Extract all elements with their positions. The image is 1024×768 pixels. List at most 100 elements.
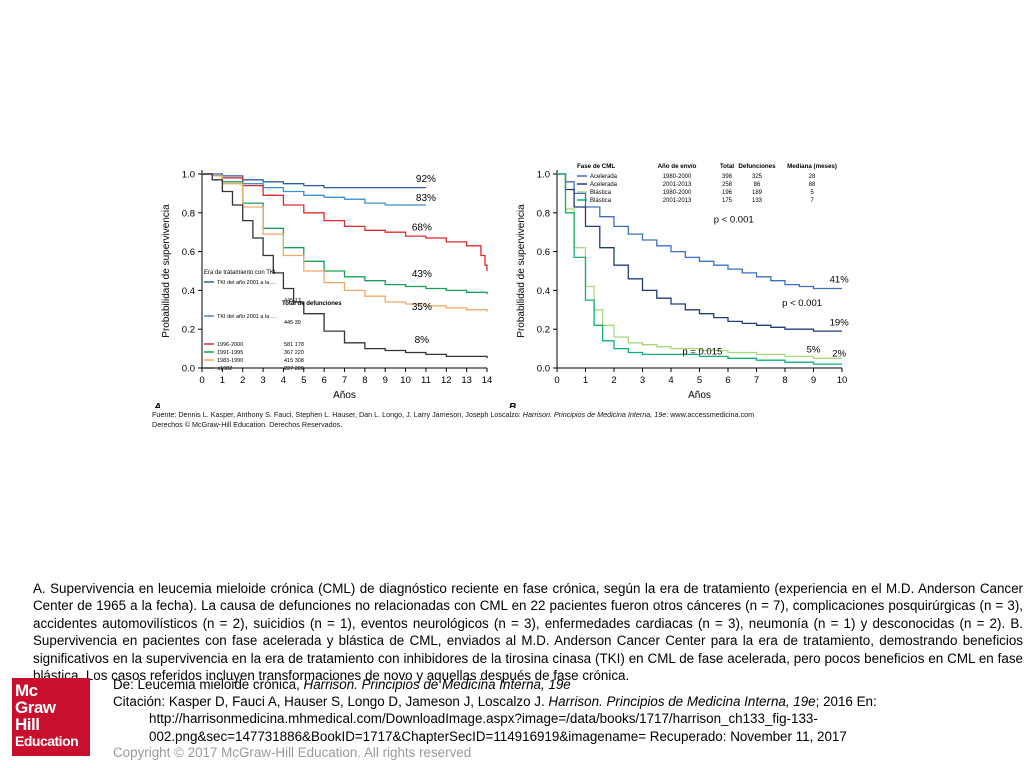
figure: 0.0 0.2 0.4 0.6 0.8 1.0 0 1 2 3 4 5 6 7 8 9 10 11 12 13 14 Añ…: [152, 158, 872, 430]
legend-deaths: 133: [752, 198, 763, 204]
x-tick-label: 6: [725, 375, 730, 386]
y-tick-label: 0.6: [537, 247, 550, 258]
y-tick-label: 0.6: [182, 247, 195, 258]
legend-deaths: 325: [752, 174, 763, 180]
x-tick-label: 0: [199, 375, 204, 386]
legend-counts-header: Total de defunciones: [282, 301, 342, 307]
legend-median: 5: [810, 190, 814, 196]
legend-total: 196: [722, 190, 733, 196]
y-tick-label: 0.0: [182, 364, 195, 375]
x-tick-label: 11: [421, 375, 431, 386]
legend-total: 398: [722, 174, 733, 180]
legend-label: 1991-1995: [217, 350, 243, 356]
legend-period: 2001-2013: [663, 198, 692, 204]
legend-count: 581 178: [284, 342, 304, 348]
x-tick-label: 14: [482, 375, 493, 386]
x-tick-label: 5: [301, 375, 306, 386]
legend-label: Blástica: [590, 190, 612, 196]
mcgraw-hill-logo: Mc Graw Hill Education: [12, 678, 90, 756]
x-tick-label: 8: [782, 375, 787, 386]
end-label: 35%: [412, 302, 432, 313]
legend-count: 445 17: [284, 298, 301, 304]
legend-median: 88: [809, 182, 816, 188]
citation: Citación: Kasper D, Fauci A, Hauser S, L…: [113, 693, 1013, 745]
copyright: Copyright © 2017 McGraw-Hill Education. …: [113, 745, 472, 760]
x-tick-label: 3: [260, 375, 265, 386]
legend-count: 445 39: [284, 320, 301, 326]
x-tick-label: 8: [362, 375, 367, 386]
x-axis-label: Años: [688, 390, 711, 401]
x-tick-label: 9: [811, 375, 816, 386]
series-line: [202, 173, 488, 295]
series-line: [202, 173, 426, 206]
legend-label: 1996-2000: [217, 342, 243, 348]
legend-deaths: 86: [754, 182, 761, 188]
y-tick-label: 0.8: [182, 208, 195, 219]
legend-period: 2001-2013: [663, 182, 692, 188]
end-label: 83%: [416, 193, 436, 204]
series-line: [202, 173, 488, 359]
end-label: 8%: [415, 335, 430, 346]
y-tick-label: 1.0: [537, 170, 550, 181]
x-tick-label: 9: [383, 375, 388, 386]
legend-label: Acelerada: [590, 174, 618, 180]
series-line: [557, 173, 842, 359]
legend-median: 28: [809, 174, 816, 180]
legend-label: TKI del año 2001 a la …: [217, 280, 276, 286]
x-tick-label: 7: [342, 375, 347, 386]
y-tick-label: 0.2: [182, 325, 195, 336]
y-axis-label: Probabilidad de supervivencia: [161, 204, 172, 338]
x-tick-label: 3: [640, 375, 645, 386]
legend-label: ≤1982: [217, 366, 232, 372]
legend-period: 1980-2000: [663, 190, 692, 196]
chart-a: 0.00.20.40.60.81.00 1 2 3 4 5 6 7 8 9 10 11 12 13 14Añ…: [153, 170, 493, 409]
legend-total: 258: [722, 182, 733, 188]
p-value-label: p < 0.001: [714, 215, 754, 226]
legend-median: 7: [810, 198, 814, 204]
y-tick-label: 0.4: [182, 286, 195, 297]
x-tick-label: 4: [668, 375, 673, 386]
from-line: De: Leucemia mieloide crónica, Harrison.…: [113, 677, 571, 692]
legend-label: Blástica: [590, 198, 612, 204]
x-tick-label: 2: [611, 375, 616, 386]
legend-count: 227 220: [284, 366, 304, 372]
legend-count: 367 220: [284, 350, 304, 356]
x-tick-label: 13: [461, 375, 472, 386]
x-tick-label: 2: [240, 375, 245, 386]
citation-url[interactable]: http://harrisonmedicina.mhmedical.com/Do…: [149, 711, 847, 744]
x-tick-label: 12: [441, 375, 452, 386]
y-tick-label: 0.2: [537, 325, 550, 336]
end-label: 19%: [830, 317, 850, 328]
legend-title: Era de tratamiento con TKI: [204, 270, 276, 276]
table-header: Defunciones: [738, 163, 776, 170]
y-tick-label: 0.8: [537, 208, 550, 219]
y-axis-label: Probabilidad de supervivencia: [516, 204, 527, 338]
series-line: [557, 173, 842, 290]
figure-rights-line: Derechos © McGraw-Hill Education. Derech…: [152, 420, 343, 429]
series-line: [202, 173, 488, 271]
legend-label: 1983-1990: [217, 358, 243, 364]
series-line: [557, 173, 842, 332]
x-tick-label: 10: [400, 375, 411, 386]
panel-label: A: [153, 402, 161, 408]
end-label: 68%: [412, 222, 432, 233]
figure-caption: A. Supervivencia en leucemia mieloide cr…: [33, 581, 1023, 684]
citation-label: Citación:: [113, 694, 166, 709]
series-line: [202, 173, 488, 312]
end-label: 2%: [832, 348, 846, 359]
x-axis-label: Años: [333, 390, 356, 401]
end-label: 43%: [412, 269, 432, 280]
figure-source-line: Fuente: Dennis L. Kasper, Anthony S. Fau…: [152, 410, 755, 419]
x-tick-label: 10: [837, 375, 848, 386]
x-tick-label: 7: [754, 375, 759, 386]
y-tick-label: 0.0: [537, 364, 550, 375]
end-label: 5%: [807, 344, 821, 355]
table-header: Total: [720, 163, 735, 170]
legend-deaths: 189: [752, 190, 763, 196]
legend-label: Acelerada: [590, 182, 618, 188]
x-tick-label: 5: [697, 375, 702, 386]
chart-b: 0.0 0.2 0.4 0.6 0.8 1.0 0 1 2 3 4 5 6 7 8 9 10 Años Probab…: [509, 163, 850, 408]
panel-label: B: [509, 402, 516, 408]
table-header: Año de envío: [658, 163, 697, 170]
x-tick-label: 1: [583, 375, 588, 386]
